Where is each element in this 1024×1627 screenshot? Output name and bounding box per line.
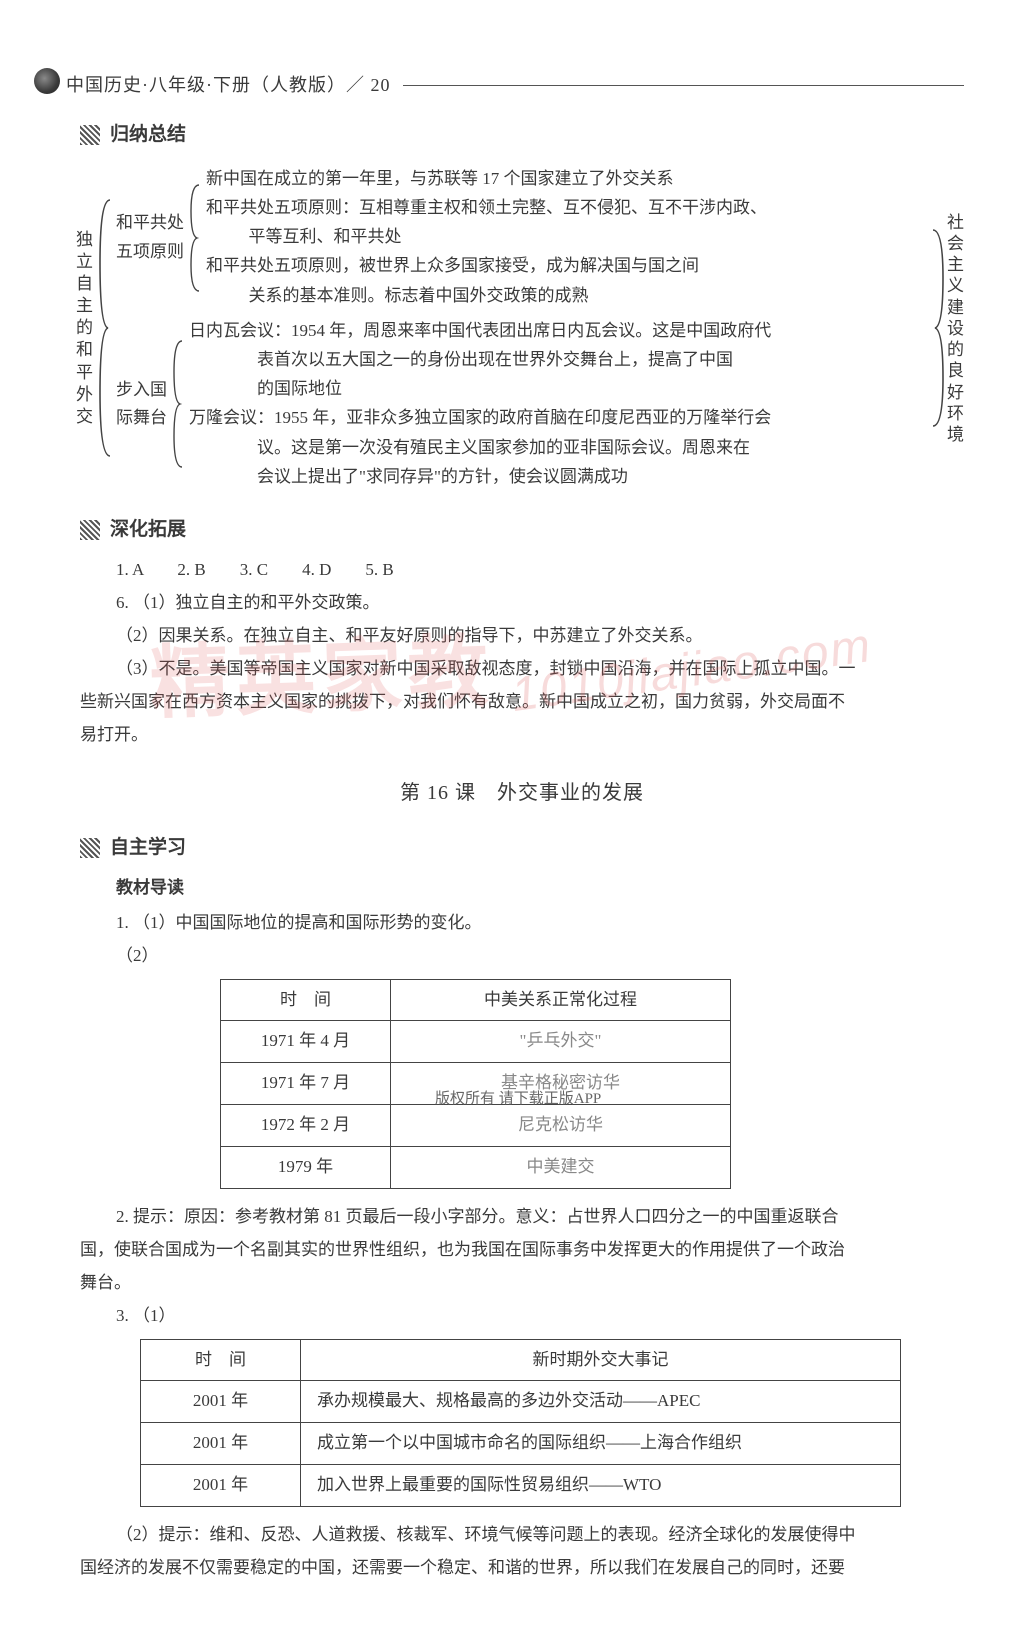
q6-3a: （3）不是。美国等帝国主义国家对新中国采取敌视态度，封锁中国沿海，并在国际上孤立… xyxy=(80,655,964,684)
summary-body: 和平共处 五项原则 新中国在成立的第一年里，与苏联等 17 个国家建立了外交关系… xyxy=(114,161,927,496)
subgroup2-label: 步入国 际舞台 xyxy=(116,317,169,492)
t2-r2c2: 成立第一个以中国城市命名的国际组织——上海合作组织 xyxy=(301,1423,901,1465)
section-title-self: 自主学习 xyxy=(80,832,964,864)
table-row: 2001 年 加入世界上最重要的国际性贸易组织——WTO xyxy=(141,1465,901,1507)
q3-2a: （2）提示：维和、反恐、人道救援、核裁军、环境气候等问题上的表现。经济全球化的发… xyxy=(80,1521,964,1550)
subgroup1-label: 和平共处 五项原则 xyxy=(116,165,186,311)
q3-2b: 国经济的发展不仅需要稳定的中国，还需要一个稳定、和谐的世界，所以我们在发展自己的… xyxy=(80,1554,964,1583)
q6-3b: 些新兴国家在西方资本主义国家的挑拨下，对我们怀有敌意。新中国成立之初，国力贫弱，… xyxy=(80,688,964,717)
section-title-deepening: 深化拓展 xyxy=(80,514,964,546)
deepening-title: 深化拓展 xyxy=(110,514,186,546)
t2-r3c2: 加入世界上最重要的国际性贸易组织——WTO xyxy=(301,1465,901,1507)
q2a: 2. 提示：原因：参考教材第 81 页最后一段小字部分。意义：占世界人口四分之一… xyxy=(80,1203,964,1232)
subgroup-stage: 步入国 际舞台 日内瓦会议：1954 年，周恩来率中国代表团出席日内瓦会议。这是… xyxy=(116,317,927,492)
table-row: 时 间 中美关系正常化过程 xyxy=(221,979,731,1021)
g2-line6: 会议上提出了"求同存异"的方针，使会议圆满成功 xyxy=(189,463,927,490)
subgroup2-body: 日内瓦会议：1954 年，周恩来率中国代表团出席日内瓦会议。这是中国政府代 表首… xyxy=(187,317,927,492)
q1-1: 1. （1）中国国际地位的提高和国际形势的变化。 xyxy=(80,909,964,938)
g2-line4: 万隆会议：1955 年，亚非众多独立国家的政府首脑在印度尼西亚的万隆举行会 xyxy=(189,404,927,431)
subgroup-principles: 和平共处 五项原则 新中国在成立的第一年里，与苏联等 17 个国家建立了外交关系… xyxy=(116,165,927,311)
hatched-icon-3 xyxy=(80,838,100,858)
table1-wrap: 时 间 中美关系正常化过程 1971 年 4 月 "乒乓外交" 1971 年 7… xyxy=(80,979,964,1189)
summary-diagram: 独立自主的和平外交 和平共处 五项原则 新中国在成立的第一年里，与苏联等 17 … xyxy=(74,161,964,496)
table-row: 2001 年 承办规模最大、规格最高的多边外交活动——APEC xyxy=(141,1381,901,1423)
table-row: 时 间 新时期外交大事记 xyxy=(141,1339,901,1381)
t2-r1c2: 承办规模最大、规格最高的多边外交活动——APEC xyxy=(301,1381,901,1423)
g2-line5: 议。这是第一次没有殖民主义国家参加的亚非国际会议。周恩来在 xyxy=(189,434,927,461)
left-brace-icon xyxy=(98,161,112,496)
q3: 3. （1） xyxy=(80,1302,964,1331)
g1-line2: 和平共处五项原则：互相尊重主权和领土完整、互不侵犯、互不干涉内政、 xyxy=(206,194,927,221)
t1-h2: 中美关系正常化过程 xyxy=(391,979,731,1021)
g1-line5: 关系的基本准则。标志着中国外交政策的成熟 xyxy=(206,282,927,309)
header-text: 中国历史·八年级·下册（人教版）／ 20 xyxy=(66,70,391,101)
subgroup1-brace-icon xyxy=(188,165,202,311)
summary-title: 归纳总结 xyxy=(110,119,186,151)
t1-r3c1: 1972 年 2 月 xyxy=(221,1105,391,1147)
q6-3c: 易打开。 xyxy=(80,721,964,750)
header-rule xyxy=(403,85,965,87)
hatched-icon-2 xyxy=(80,520,100,540)
t2-h2: 新时期外交大事记 xyxy=(301,1339,901,1381)
subgroup1-body: 新中国在成立的第一年里，与苏联等 17 个国家建立了外交关系 和平共处五项原则：… xyxy=(204,165,927,311)
t2-r1c1: 2001 年 xyxy=(141,1381,301,1423)
g2-line3: 的国际地位 xyxy=(189,375,927,402)
table-new-era: 时 间 新时期外交大事记 2001 年 承办规模最大、规格最高的多边外交活动——… xyxy=(140,1339,901,1508)
subhead-reading: 教材导读 xyxy=(80,874,964,903)
t1-r1c2: "乒乓外交" xyxy=(391,1021,731,1063)
document-page: 精英家教 1010jiajiao.com 中国历史·八年级·下册（人教版）／ 2… xyxy=(0,0,1024,1627)
copyright-overlay: 版权所有 请下载正版APP xyxy=(435,1087,601,1113)
g1-label-1: 和平共处 xyxy=(116,209,184,238)
answers-line: 1. A 2. B 3. C 4. D 5. B xyxy=(80,556,964,585)
subgroup2-brace-icon xyxy=(171,317,185,492)
t1-r1c1: 1971 年 4 月 xyxy=(221,1021,391,1063)
g1-line4: 和平共处五项原则，被世界上众多国家接受，成为解决国与国之间 xyxy=(206,252,927,279)
table-us-china: 时 间 中美关系正常化过程 1971 年 4 月 "乒乓外交" 1971 年 7… xyxy=(220,979,731,1189)
t1-r4c1: 1979 年 xyxy=(221,1147,391,1189)
q2c: 舞台。 xyxy=(80,1269,964,1298)
q1-2: （2） xyxy=(80,942,964,971)
t1-r4c2: 中美建交 xyxy=(391,1147,731,1189)
right-brace-icon xyxy=(931,228,945,428)
g2-line1: 日内瓦会议：1954 年，周恩来率中国代表团出席日内瓦会议。这是中国政府代 xyxy=(189,317,927,344)
t2-r3c1: 2001 年 xyxy=(141,1465,301,1507)
g2-label-1: 步入国 xyxy=(116,376,167,405)
q6-1: 6. （1）独立自主的和平外交政策。 xyxy=(80,589,964,618)
t1-h1: 时 间 xyxy=(221,979,391,1021)
g1-line3: 平等互利、和平共处 xyxy=(206,223,927,250)
self-title: 自主学习 xyxy=(110,832,186,864)
t2-r2c1: 2001 年 xyxy=(141,1423,301,1465)
table-row: 1971 年 4 月 "乒乓外交" xyxy=(221,1021,731,1063)
table-row: 1979 年 中美建交 xyxy=(221,1147,731,1189)
g2-line2: 表首次以五大国之一的身份出现在世界外交舞台上，提高了中国 xyxy=(189,346,927,373)
table-row: 2001 年 成立第一个以中国城市命名的国际组织——上海合作组织 xyxy=(141,1423,901,1465)
bullet-icon xyxy=(34,68,60,94)
q6-2: （2）因果关系。在独立自主、和平友好原则的指导下，中苏建立了外交关系。 xyxy=(80,622,964,651)
left-vertical-label: 独立自主的和平外交 xyxy=(74,161,96,496)
g1-label-2: 五项原则 xyxy=(116,238,184,267)
g1-line1: 新中国在成立的第一年里，与苏联等 17 个国家建立了外交关系 xyxy=(206,165,927,192)
t2-h1: 时 间 xyxy=(141,1339,301,1381)
section-title-summary: 归纳总结 xyxy=(80,119,964,151)
right-brace-wrap: 社会主义建设的良好环境 xyxy=(929,161,964,496)
lesson-title: 第 16 课 外交事业的发展 xyxy=(80,776,964,810)
hatched-icon xyxy=(80,125,100,145)
right-vertical-label: 社会主义建设的良好环境 xyxy=(947,212,964,446)
q2b: 国，使联合国成为一个名副其实的世界性组织，也为我国在国际事务中发挥更大的作用提供… xyxy=(80,1236,964,1265)
g2-label-2: 际舞台 xyxy=(116,404,167,433)
page-header: 中国历史·八年级·下册（人教版）／ 20 xyxy=(80,70,964,101)
t1-r2c1: 1971 年 7 月 xyxy=(221,1063,391,1105)
